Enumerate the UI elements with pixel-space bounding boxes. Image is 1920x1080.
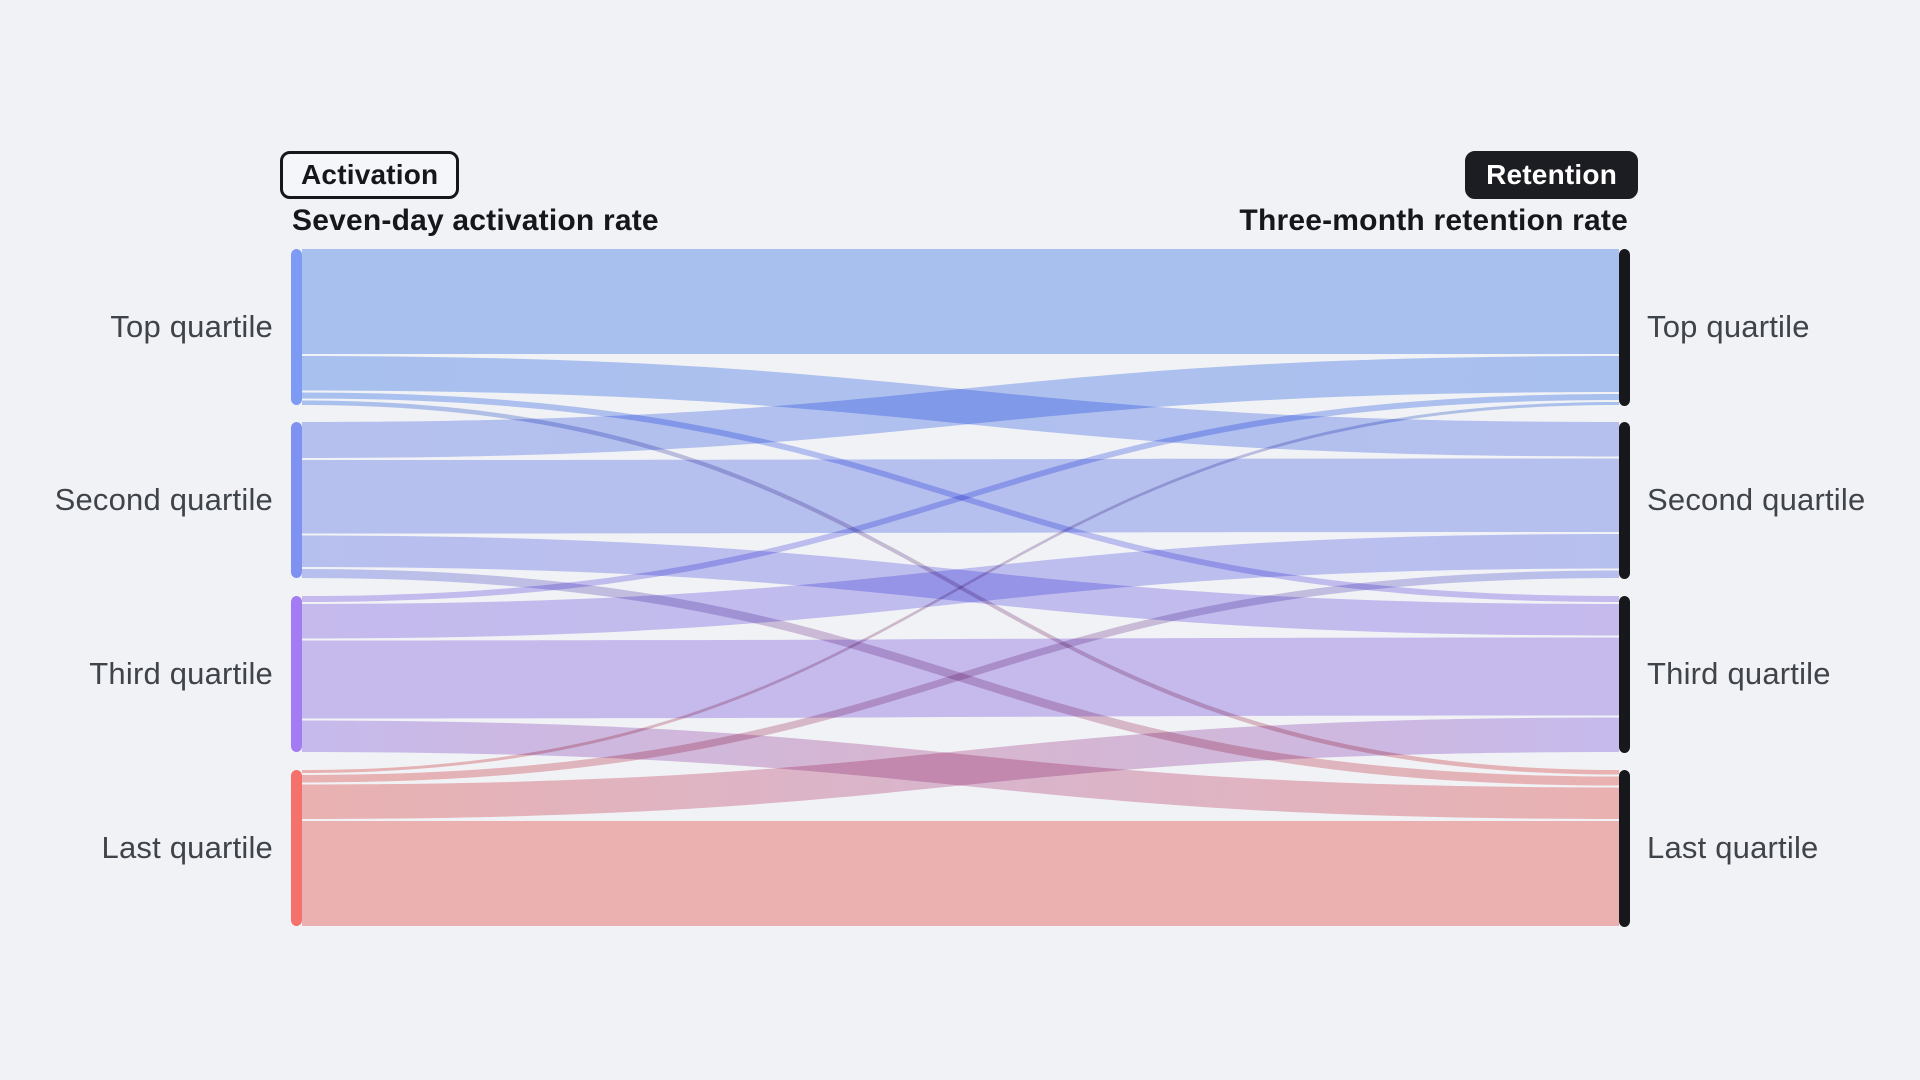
sankey-link-top-to-second[interactable] xyxy=(302,356,1619,457)
sankey-link-third-to-top[interactable] xyxy=(302,394,1619,602)
right-label-third-quartile: Third quartile xyxy=(1647,656,1831,691)
left-label-second-quartile: Second quartile xyxy=(54,482,273,517)
activation-badge[interactable]: Activation xyxy=(280,151,460,199)
left-label-third-quartile: Third quartile xyxy=(89,656,273,691)
right-label-last-quartile: Last quartile xyxy=(1647,830,1819,865)
sankey-left-node-second[interactable] xyxy=(291,422,302,578)
sankey-right-node-second[interactable] xyxy=(1619,422,1630,579)
sankey-left-node-last[interactable] xyxy=(291,770,302,926)
sankey-link-last-to-second[interactable] xyxy=(302,570,1619,783)
sankey-right-node-third[interactable] xyxy=(1619,596,1630,753)
right-label-second-quartile: Second quartile xyxy=(1647,482,1866,517)
sankey-link-top-to-top[interactable] xyxy=(302,249,1619,354)
left-label-top-quartile: Top quartile xyxy=(110,309,273,344)
sankey-left-node-third[interactable] xyxy=(291,596,302,752)
sankey-link-last-to-top[interactable] xyxy=(302,402,1619,773)
right-axis-title: Three-month retention rate xyxy=(1239,204,1628,237)
sankey-right-node-top[interactable] xyxy=(1619,249,1630,406)
sankey-link-last-to-last[interactable] xyxy=(302,821,1619,926)
right-label-top-quartile: Top quartile xyxy=(1647,309,1810,344)
sankey-left-node-top[interactable] xyxy=(291,249,302,405)
retention-badge[interactable]: Retention xyxy=(1465,151,1638,199)
left-label-last-quartile: Last quartile xyxy=(101,830,273,865)
left-axis-title: Seven-day activation rate xyxy=(292,204,659,237)
sankey-right-node-last[interactable] xyxy=(1619,770,1630,927)
sankey-link-third-to-last[interactable] xyxy=(302,720,1619,820)
